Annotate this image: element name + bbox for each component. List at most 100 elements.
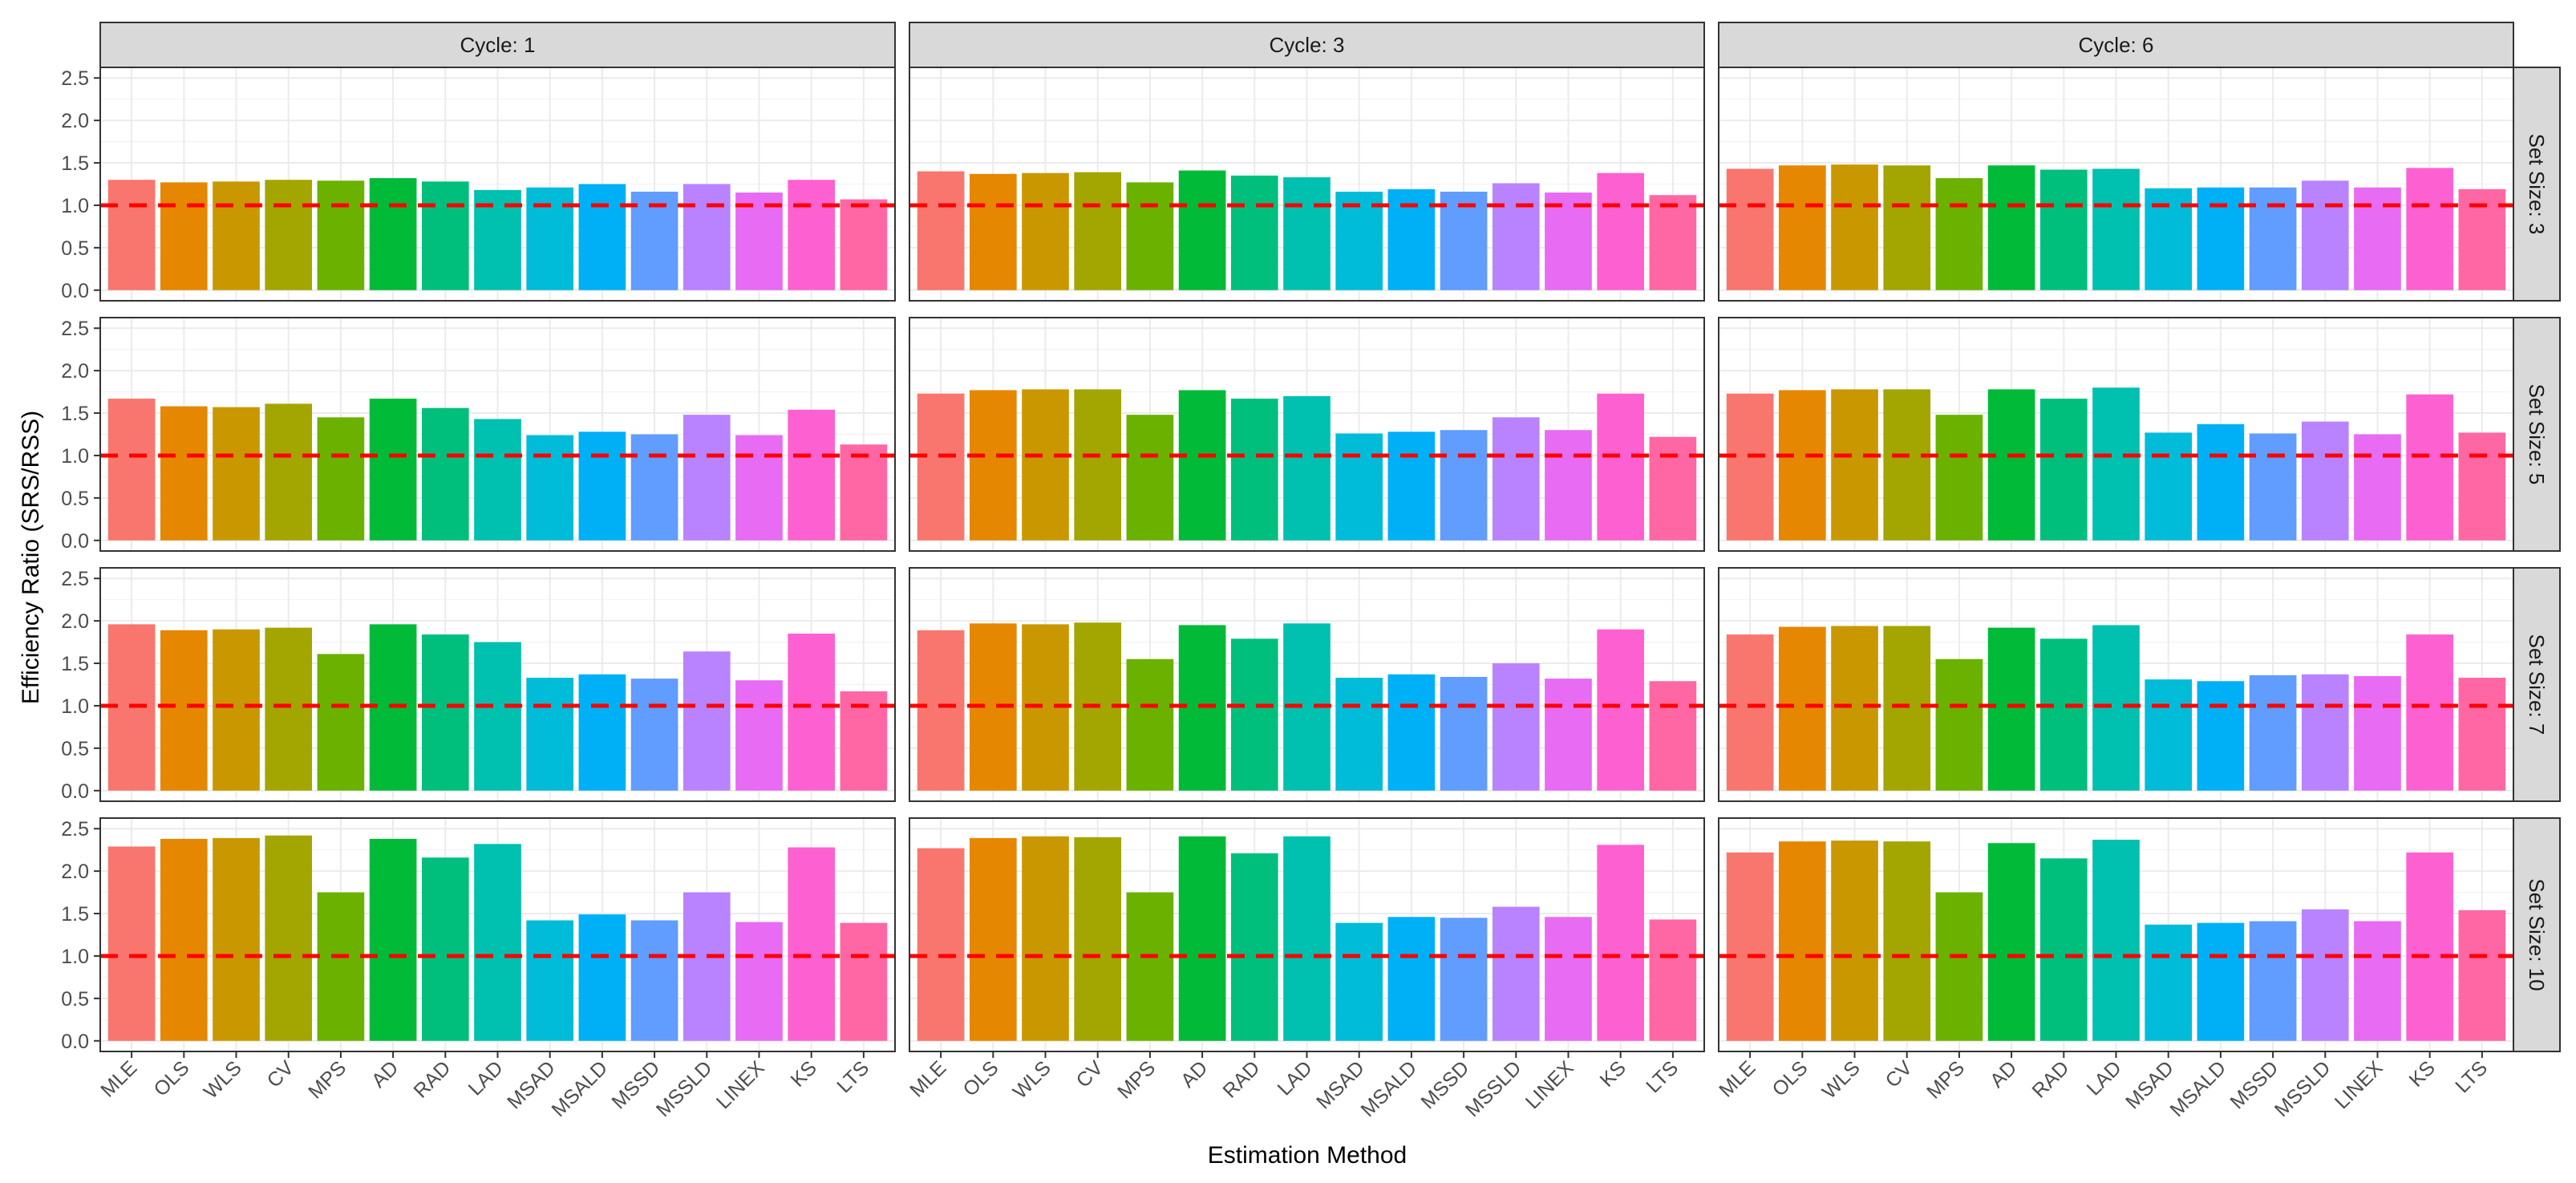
bar-wls	[1831, 841, 1878, 1041]
y-tick-label: 0.0	[61, 280, 89, 302]
x-tick-label: AD	[367, 1056, 403, 1092]
x-tick-label: MSALD	[2165, 1056, 2230, 1121]
bar-wls	[1022, 172, 1069, 290]
y-tick-label: 2.5	[61, 818, 89, 841]
bar-msald	[578, 674, 626, 791]
x-tick-label: LAD	[2083, 1056, 2126, 1100]
bar-ad	[1987, 165, 2035, 290]
x-tick-label: LTS	[832, 1056, 873, 1097]
bar-ols	[969, 390, 1017, 541]
bar-msad	[526, 187, 574, 290]
bar-mle	[917, 848, 965, 1041]
bar-mps	[317, 417, 365, 541]
bar-ad	[369, 178, 417, 290]
bar-lad	[1283, 836, 1331, 1041]
x-tick-label: RAD	[1218, 1056, 1264, 1102]
y-tick-label: 1.0	[61, 695, 89, 718]
bar-mssld	[682, 651, 731, 791]
facet-strip-row-4	[2513, 817, 2561, 1052]
bar-ks	[2406, 852, 2454, 1041]
bar-linex	[1545, 430, 1592, 541]
bar-wls	[213, 181, 260, 290]
bar-ols	[1778, 390, 1826, 541]
y-tick-label: 2.0	[61, 861, 89, 883]
bar-mps	[317, 892, 365, 1041]
bar-mssld	[1492, 183, 1540, 290]
bar-lad	[2092, 625, 2140, 791]
bar-mssd	[630, 192, 678, 290]
bar-linex	[2354, 434, 2401, 541]
bar-ols	[160, 630, 208, 791]
bar-ks	[788, 180, 836, 290]
facet-strip-row-1	[2513, 67, 2561, 302]
bar-lad	[474, 419, 521, 541]
panel-r3-c1: 0.0 0.5 1.0 1.5 2.0 2.5	[61, 567, 896, 803]
bar-mssd	[2249, 675, 2297, 791]
bar-msad	[2145, 679, 2193, 791]
bar-ad	[1178, 836, 1226, 1041]
bar-ad	[369, 838, 417, 1041]
bar-ks	[2406, 168, 2454, 290]
bar-linex	[2354, 675, 2401, 791]
facet-strip-col-label: Cycle: 6	[2079, 33, 2154, 57]
x-tick-label: CV	[263, 1056, 299, 1092]
x-tick-label: LTS	[1642, 1056, 1683, 1097]
x-tick-label: MPS	[1113, 1056, 1160, 1103]
bar-mps	[1935, 415, 1983, 541]
facet-strip-row-2	[2513, 317, 2561, 552]
y-tick-label: 2.0	[61, 110, 89, 132]
bar-mps	[1935, 658, 1983, 791]
y-tick-label: 0.5	[61, 988, 89, 1011]
bar-mle	[1726, 634, 1774, 791]
bar-lts	[2458, 678, 2506, 791]
bar-mle	[107, 399, 156, 541]
bar-linex	[735, 680, 783, 791]
bar-msad	[526, 920, 574, 1041]
panel-border	[1718, 317, 2514, 552]
bar-mps	[1126, 892, 1174, 1041]
y-tick-label: 0.5	[61, 237, 89, 260]
x-tick-label: LTS	[2451, 1056, 2492, 1097]
bar-mssld	[1492, 417, 1540, 541]
bar-linex	[1545, 917, 1592, 1041]
x-tick-label: OLS	[958, 1056, 1002, 1100]
bar-mssd	[630, 679, 678, 791]
bar-cv	[265, 403, 313, 541]
x-tick-label: OLS	[149, 1056, 193, 1100]
bar-ols	[969, 173, 1017, 290]
facet-strip-col-2	[909, 22, 1705, 68]
bar-mps	[1935, 178, 1983, 290]
bar-msald	[578, 914, 626, 1041]
bar-msad	[1335, 922, 1383, 1041]
bar-ad	[369, 399, 417, 541]
bar-lts	[840, 922, 888, 1041]
bar-mps	[317, 654, 365, 791]
x-tick-label: MLE	[96, 1056, 141, 1101]
panels: 0.00.51.01.52.02.50.00.51.01.52.02.50.00…	[61, 67, 2514, 1053]
panel-border	[1718, 567, 2514, 802]
bar-ols	[969, 837, 1017, 1041]
bar-ks	[2406, 394, 2454, 541]
bar-mssd	[1440, 430, 1488, 541]
bar-linex	[735, 922, 783, 1041]
bar-mssld	[682, 415, 731, 541]
bar-mle	[1726, 852, 1774, 1041]
bar-mssld	[682, 184, 731, 290]
bar-lts	[840, 444, 888, 541]
bar-ks	[1597, 629, 1645, 791]
panel-r4-c3	[1718, 817, 2514, 1052]
x-tick-label: CV	[1881, 1056, 1918, 1092]
bar-mps	[1126, 658, 1174, 791]
panel-r1-c2	[909, 67, 1705, 302]
bar-ad	[1178, 390, 1226, 541]
y-tick-label: 1.5	[61, 152, 89, 175]
bar-mps	[317, 180, 365, 290]
x-tick-label: MSSLD	[1461, 1056, 1526, 1121]
bar-rad	[1230, 175, 1278, 290]
y-tick-label: 2.0	[61, 610, 89, 633]
x-tick-label: LINEX	[1521, 1056, 1578, 1113]
x-tick-label: MLE	[905, 1056, 950, 1101]
bar-msald	[1387, 917, 1436, 1041]
bar-linex	[2354, 187, 2401, 290]
bar-ad	[1178, 170, 1226, 290]
